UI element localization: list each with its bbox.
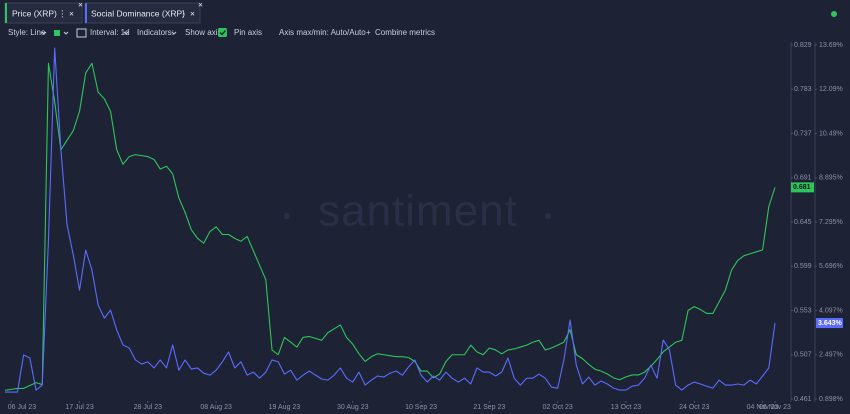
- caret: [63, 31, 69, 35]
- y2-tick-label: 0.898%: [819, 396, 843, 403]
- style-select[interactable]: Style: Line: [8, 28, 46, 37]
- y-tick-label: 0.783: [794, 86, 812, 93]
- tab-hide[interactable]: ×: [190, 8, 195, 18]
- current-value: 0.681: [793, 184, 811, 191]
- y2-tick-label: 2.497%: [819, 352, 843, 359]
- caret: [171, 31, 177, 35]
- y-tick-label: 0.507: [794, 352, 812, 359]
- color-swatch[interactable]: [54, 30, 60, 36]
- x-tick-label: 17 Jul 23: [65, 404, 94, 411]
- checkbox[interactable]: [218, 28, 227, 37]
- caret: [123, 31, 129, 35]
- calendar-icon: [76, 28, 87, 38]
- combine-metrics[interactable]: Combine metrics: [375, 28, 435, 37]
- tab-hide[interactable]: ×: [69, 8, 74, 18]
- y2-tick-label: 5.696%: [819, 263, 843, 270]
- y2-tick-label: 4.097%: [819, 307, 843, 314]
- show-axis: Show axis: [185, 28, 221, 37]
- x-tick-label: 28 Jul 23: [134, 404, 163, 411]
- y-tick-label: 0.737: [794, 130, 812, 137]
- y-tick-label: 0.829: [794, 42, 812, 49]
- x-tick-label: 02 Oct 23: [542, 404, 572, 411]
- x-tick-label: 19 Aug 23: [269, 404, 301, 411]
- y-tick-label: 0.553: [794, 307, 812, 314]
- x-tick-label: 21 Sep 23: [473, 404, 505, 411]
- check: [219, 30, 227, 36]
- tab-color: [85, 3, 87, 23]
- plus-icon: +: [366, 28, 371, 37]
- status-dot: [831, 11, 837, 17]
- x-tick-label: 08 Aug 23: [200, 404, 232, 411]
- toolbar: Style: Line Interval: 1d Indicators: Sho…: [8, 28, 435, 38]
- watermark-dot: [284, 213, 290, 219]
- tab-label: Price (XRP): [12, 8, 57, 18]
- x-tick-label: 13 Oct 23: [611, 404, 641, 411]
- tab-label: Social Dominance (XRP): [91, 8, 185, 18]
- y2-tick-label: 13.69%: [819, 42, 843, 49]
- interval-select[interactable]: Interval: 1d: [90, 28, 130, 37]
- y2-tick-label: 8.895%: [819, 175, 843, 182]
- metric-tabs: Price (XRP) ⋮ × × Social Dominance (XRP)…: [4, 0, 837, 24]
- y-tick-label: 0.461: [794, 396, 812, 403]
- y-tick-label: 0.645: [794, 219, 812, 226]
- y2-tick-label: 7.295%: [819, 219, 843, 226]
- tab-close[interactable]: ×: [198, 0, 203, 9]
- x-tick-label: 10 Sep 23: [405, 404, 437, 411]
- tab-menu[interactable]: ⋮: [179, 8, 188, 18]
- indicators-select[interactable]: Indicators:: [137, 28, 174, 37]
- series-line: [5, 47, 776, 393]
- current-value-badge: [816, 318, 843, 329]
- pin-axis[interactable]: Pin axis: [234, 28, 262, 37]
- x-tick-label: 24 Oct 23: [679, 404, 709, 411]
- current-value-badge: [791, 182, 814, 193]
- tab-menu[interactable]: ⋮: [58, 8, 67, 18]
- tab-color: [5, 3, 7, 23]
- x-tick-label: 30 Aug 23: [337, 404, 369, 411]
- y-tick-label: 0.691: [794, 175, 812, 182]
- tab-close[interactable]: ×: [78, 0, 83, 9]
- axis-minmax[interactable]: Axis max/min: Auto/Auto: [279, 28, 366, 37]
- caret: [41, 31, 47, 35]
- watermark: santiment: [318, 187, 518, 236]
- series-line: [4, 62, 776, 391]
- y2-tick-label: 12.09%: [819, 86, 843, 93]
- y2-tick-label: 10.49%: [819, 130, 843, 137]
- watermark-dot: [545, 213, 551, 219]
- current-value: 3.643%: [818, 320, 843, 327]
- y-tick-label: 0.599: [794, 263, 812, 270]
- x-tick-label: 04 Nov 23: [747, 404, 779, 411]
- x-tick-label: 06 Jul 23: [8, 404, 37, 411]
- x-tick-label: 06 Nov 23: [759, 404, 791, 411]
